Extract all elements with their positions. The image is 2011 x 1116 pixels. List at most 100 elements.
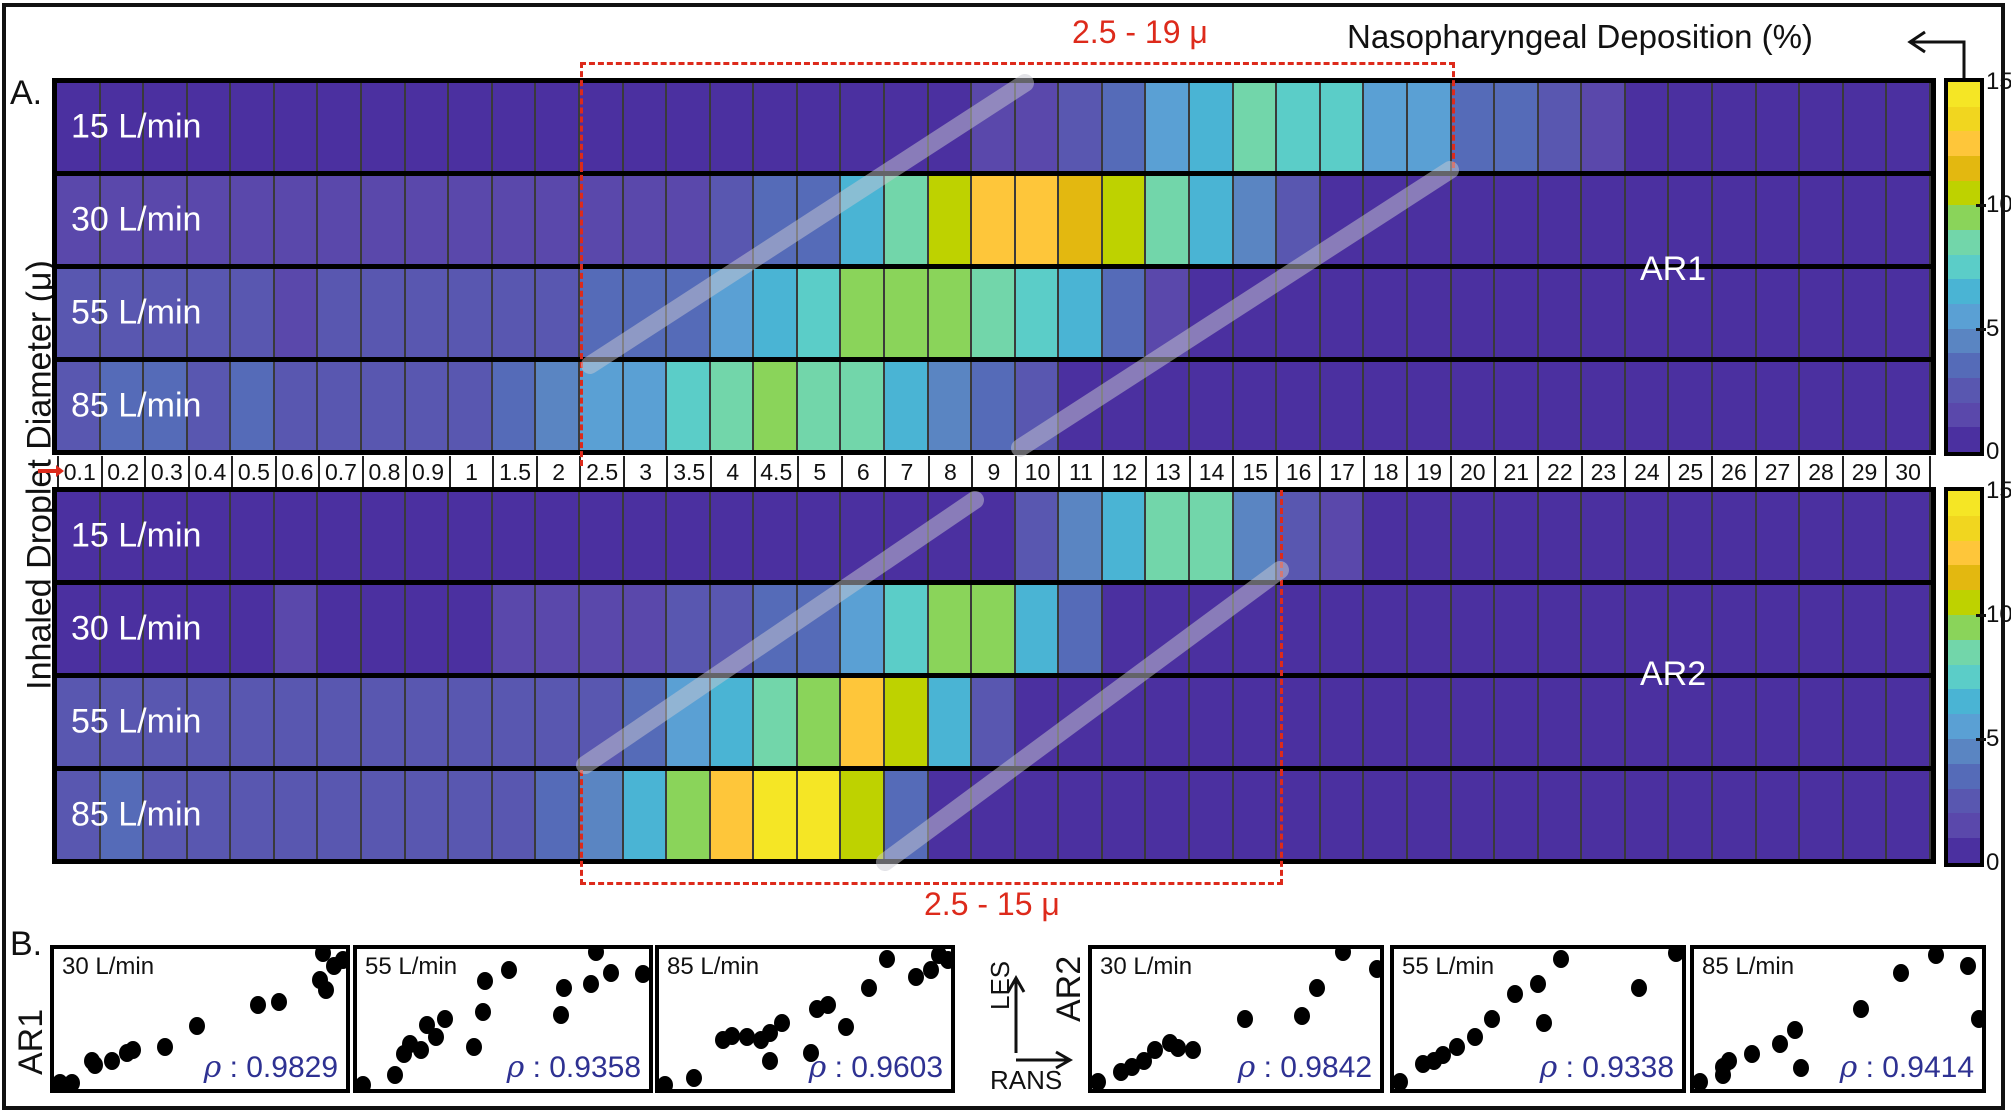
heatmap-cell <box>362 678 406 766</box>
colorbar-band <box>1948 664 1980 690</box>
x-tick-label: 0.6 <box>274 456 319 488</box>
rho-label: ρ : 0.9842 <box>1237 1050 1372 1085</box>
heatmap-cell <box>1800 585 1844 673</box>
colorbar-tick-mark <box>1976 738 1986 741</box>
heatmap-cell <box>667 176 711 264</box>
rho-label: ρ : 0.9414 <box>1839 1050 1974 1085</box>
heatmap-cell <box>1843 83 1888 171</box>
heatmap-cell <box>318 269 363 357</box>
heatmap-cell <box>1756 492 1801 580</box>
x-tick-label: 23 <box>1580 456 1625 488</box>
colorbar-band <box>1948 377 1980 403</box>
heatmap-cell <box>928 269 973 357</box>
heatmap-cell <box>1190 492 1234 580</box>
scatter-point <box>1535 1014 1552 1033</box>
colorbar-band <box>1948 540 1980 566</box>
heatmap-cell <box>57 83 101 171</box>
heatmap-cell <box>492 771 537 859</box>
scatter-point <box>1294 1007 1311 1026</box>
scatter-point <box>878 949 895 968</box>
scatter-point <box>124 1040 141 1059</box>
scatter-point <box>386 1066 403 1084</box>
heatmap-cell <box>884 492 929 580</box>
heatmap-cell <box>449 176 493 264</box>
colorbar-tick-mark <box>1976 204 1986 208</box>
heatmap-cell <box>1451 83 1496 171</box>
heatmap-cell <box>1059 492 1103 580</box>
x-tick-label: 4 <box>709 456 754 488</box>
scatter-point <box>474 1003 491 1021</box>
heatmap-cell <box>274 678 319 766</box>
heatmap-cell <box>57 771 101 859</box>
heatmap-cell <box>144 83 188 171</box>
heatmap-cell <box>1364 362 1408 450</box>
heatmap-cell <box>754 771 798 859</box>
rho-label: ρ : 0.9829 <box>203 1050 338 1085</box>
heatmap-cell <box>1625 176 1670 264</box>
scatter-point <box>1334 949 1351 961</box>
heatmap-cell <box>187 362 232 450</box>
scatter-point <box>761 1052 778 1070</box>
heatmap-cell <box>100 176 145 264</box>
heatmap-cell <box>1233 362 1278 450</box>
colorbar-band <box>1948 515 1980 541</box>
heatmap-cell <box>1712 83 1757 171</box>
scatter-point <box>907 968 924 986</box>
heatmap-cell <box>187 269 232 357</box>
heatmap-cell <box>1495 176 1539 264</box>
heatmap-cell <box>1800 362 1844 450</box>
heatmap-cell <box>231 771 275 859</box>
heatmap-cell <box>1669 492 1713 580</box>
heatmap-cell <box>536 269 580 357</box>
scatter-point <box>63 1074 80 1089</box>
x-tick-label: 0.8 <box>361 456 406 488</box>
heatmap-cell <box>1582 678 1626 766</box>
heatmap-cell <box>1320 83 1365 171</box>
colorbar-tick-label: 10 <box>1986 191 2011 219</box>
x-tick-label: 0.5 <box>231 456 275 488</box>
heatmap-cell <box>623 585 668 673</box>
colorbar-band <box>1948 205 1980 230</box>
heatmap-cell <box>1625 678 1670 766</box>
scatter-ar1-55: 55 L/min ρ : 0.9358 <box>353 945 653 1093</box>
heatmap-cell <box>1190 269 1234 357</box>
colorbar-band <box>1948 229 1980 255</box>
heatmap-cell <box>492 176 537 264</box>
heatmap-cell <box>1843 269 1888 357</box>
heatmap-cell <box>1015 492 1060 580</box>
x-tick-label: 1.5 <box>492 456 536 488</box>
heatmap-cell <box>1495 83 1539 171</box>
heatmap-cell <box>362 83 406 171</box>
heatmap-cell <box>1495 269 1539 357</box>
heatmap-cell <box>1495 362 1539 450</box>
x-tick-label: 4.5 <box>753 456 798 488</box>
scatter-point <box>1786 1021 1803 1040</box>
heatmap-row: 85 L/min <box>57 362 1931 450</box>
heatmap-cell <box>492 585 537 673</box>
heatmap-cell <box>1712 678 1757 766</box>
scatter-point <box>156 1038 173 1056</box>
heatmap-cell <box>667 585 711 673</box>
heatmap-cell <box>972 492 1016 580</box>
heatmap-cell <box>972 362 1016 450</box>
heatmap-cell <box>187 492 232 580</box>
colorbar-tick-mark <box>1976 614 1986 617</box>
heatmap-cell <box>536 492 580 580</box>
heatmap-cell <box>492 269 537 357</box>
scatter-title: 30 L/min <box>1100 953 1193 980</box>
scatter-point <box>1449 1038 1466 1056</box>
heatmap-cell <box>1538 83 1583 171</box>
heatmap-cell <box>1059 678 1103 766</box>
heatmap-cell <box>231 492 275 580</box>
heatmap-cell <box>318 362 363 450</box>
heatmap-cell <box>1320 585 1365 673</box>
heatmap-cell <box>362 269 406 357</box>
heatmap-cell <box>797 771 842 859</box>
heatmap-cell <box>579 492 624 580</box>
heatmap-cell <box>1495 585 1539 673</box>
scatter-point <box>314 949 331 963</box>
les-axis-label: LES <box>985 960 1015 1010</box>
x-tick-label: 6 <box>840 456 885 488</box>
heatmap-cell <box>362 585 406 673</box>
heatmap-cell <box>492 362 537 450</box>
